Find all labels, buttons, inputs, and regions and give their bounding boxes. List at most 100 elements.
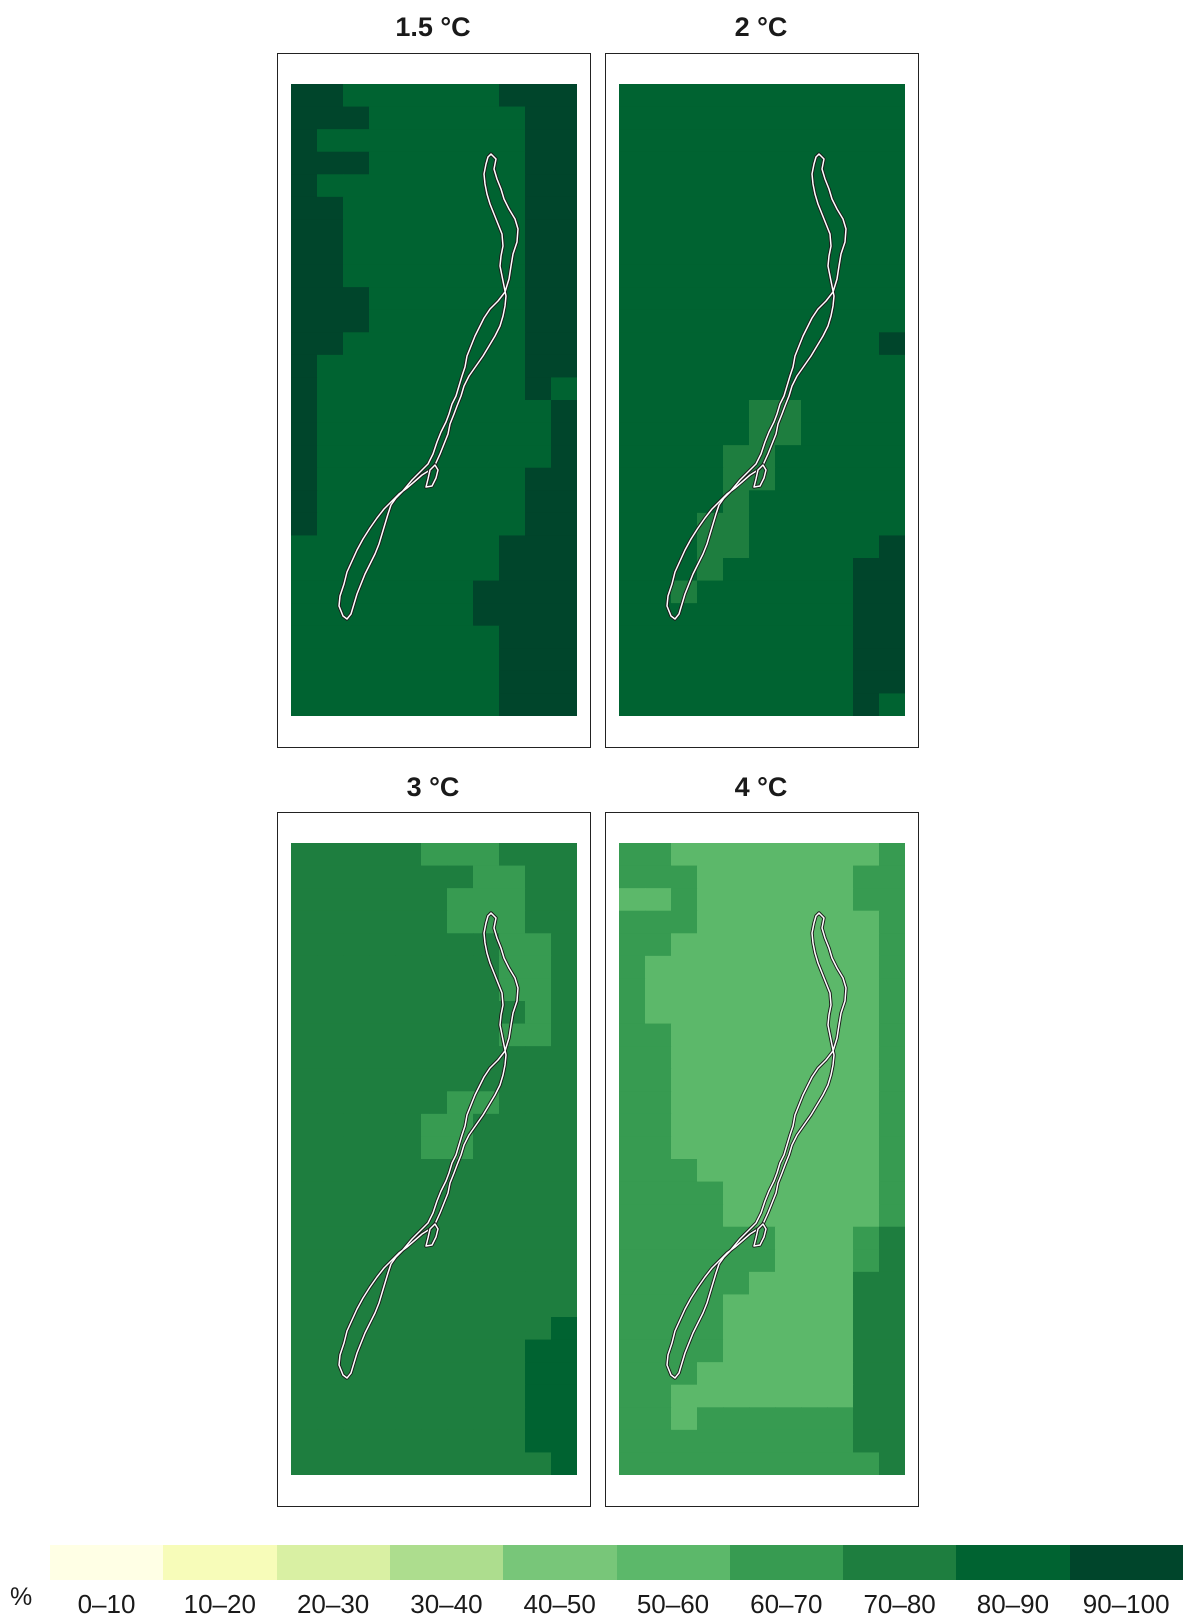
heatmap-cell — [723, 843, 750, 867]
heatmap-cell — [317, 196, 344, 221]
heatmap-cell — [317, 933, 344, 957]
heatmap-cell — [525, 467, 552, 491]
heatmap-cell — [551, 1429, 577, 1454]
heatmap-cell — [343, 445, 370, 469]
heatmap-cell — [853, 1407, 880, 1431]
heatmap-cell — [879, 1317, 905, 1341]
heatmap-cell — [749, 219, 776, 243]
heatmap-cell — [879, 865, 905, 889]
heatmap-cell — [723, 1091, 750, 1115]
heatmap-cell — [421, 693, 448, 716]
heatmap-cell — [879, 1226, 905, 1250]
heatmap-cell — [749, 978, 776, 1002]
heatmap-cell — [879, 354, 905, 379]
heatmap-cell — [749, 490, 776, 514]
heatmap-cell — [619, 1294, 646, 1318]
heatmap-cell — [853, 377, 880, 401]
heatmap-cell — [395, 242, 422, 266]
heatmap-cell — [671, 467, 698, 491]
heatmap-cell — [421, 512, 448, 537]
heatmap-cell — [421, 933, 448, 957]
heatmap-cell — [343, 129, 370, 153]
heatmap-cell — [775, 955, 802, 980]
heatmap-cell — [827, 1339, 854, 1363]
heatmap-cell — [853, 1068, 880, 1092]
heatmap-cell — [369, 174, 396, 198]
heatmap-cell — [775, 888, 802, 912]
heatmap-cell — [291, 1317, 318, 1341]
heatmap-cell — [801, 1452, 828, 1475]
heatmap-cell — [853, 1113, 880, 1138]
heatmap-cell — [317, 1046, 344, 1070]
heatmap-cell — [723, 196, 750, 221]
heatmap-cell — [853, 196, 880, 221]
heatmap-cell — [723, 151, 750, 175]
heatmap-cell — [671, 151, 698, 175]
heatmap-cell — [395, 1046, 422, 1070]
heatmap-cell — [645, 242, 672, 266]
heatmap-cell — [473, 377, 500, 401]
heatmap-cell — [879, 196, 905, 221]
heatmap-cell — [801, 648, 828, 672]
heatmap-cell — [879, 1249, 905, 1273]
heatmap-cell — [499, 84, 526, 108]
heatmap-cell — [671, 670, 698, 695]
heatmap-cell — [551, 1023, 577, 1047]
heatmap-cell — [317, 625, 344, 649]
heatmap-cell — [291, 1181, 318, 1205]
heatmap-cell — [879, 1384, 905, 1408]
heatmap-cell — [421, 1023, 448, 1047]
legend-unit: % — [10, 1583, 33, 1611]
heatmap-cell — [879, 422, 905, 446]
heatmap-cell — [827, 1068, 854, 1092]
heatmap-cell — [775, 1407, 802, 1431]
heatmap-cell — [749, 1136, 776, 1160]
heatmap-cell — [775, 490, 802, 514]
heatmap-cell — [853, 106, 880, 130]
heatmap-cell — [395, 1249, 422, 1273]
heatmap-cell — [291, 843, 318, 867]
heatmap-cell — [645, 625, 672, 649]
legend-label: 80–90 — [976, 1589, 1050, 1619]
heatmap-cell — [447, 1204, 474, 1228]
heatmap-cell — [551, 445, 577, 469]
heatmap-cell — [645, 129, 672, 153]
heatmap-cell — [291, 512, 318, 537]
heatmap-cell — [853, 933, 880, 957]
heatmap-cell — [499, 332, 526, 356]
heatmap-cell — [697, 1136, 724, 1160]
heatmap-cell — [619, 843, 646, 867]
heatmap-cell — [421, 625, 448, 649]
heatmap-cell — [853, 1384, 880, 1408]
heatmap-cell — [551, 693, 577, 716]
heatmap-cell — [853, 242, 880, 266]
heatmap-cell — [343, 1452, 370, 1475]
heatmap-cell — [395, 354, 422, 379]
heatmap-cell — [801, 1159, 828, 1183]
heatmap-cell — [525, 933, 552, 957]
heatmap-cell — [749, 309, 776, 333]
heatmap-cell — [551, 264, 577, 288]
heatmap-cell — [801, 84, 828, 108]
heatmap-cell — [723, 558, 750, 582]
heatmap-cell — [421, 670, 448, 695]
heatmap-cell — [697, 1226, 724, 1250]
heatmap-cell — [447, 1046, 474, 1070]
heatmap-cell — [499, 264, 526, 288]
heatmap-cell — [879, 910, 905, 934]
heatmap-cell — [619, 1317, 646, 1341]
heatmap-cell — [369, 1452, 396, 1475]
heatmap-cell — [369, 978, 396, 1002]
heatmap-cell — [551, 1407, 577, 1431]
heatmap-cell — [499, 1204, 526, 1228]
heatmap-cell — [291, 445, 318, 469]
heatmap-cell — [853, 309, 880, 333]
heatmap-cell — [645, 1204, 672, 1228]
heatmap-cell — [723, 129, 750, 153]
heatmap-cell — [317, 843, 344, 867]
heatmap-cell — [291, 648, 318, 672]
heatmap-cell — [499, 1384, 526, 1408]
heatmap-cell — [395, 865, 422, 889]
heatmap-cell — [369, 1091, 396, 1115]
heatmap-cell — [619, 1159, 646, 1183]
